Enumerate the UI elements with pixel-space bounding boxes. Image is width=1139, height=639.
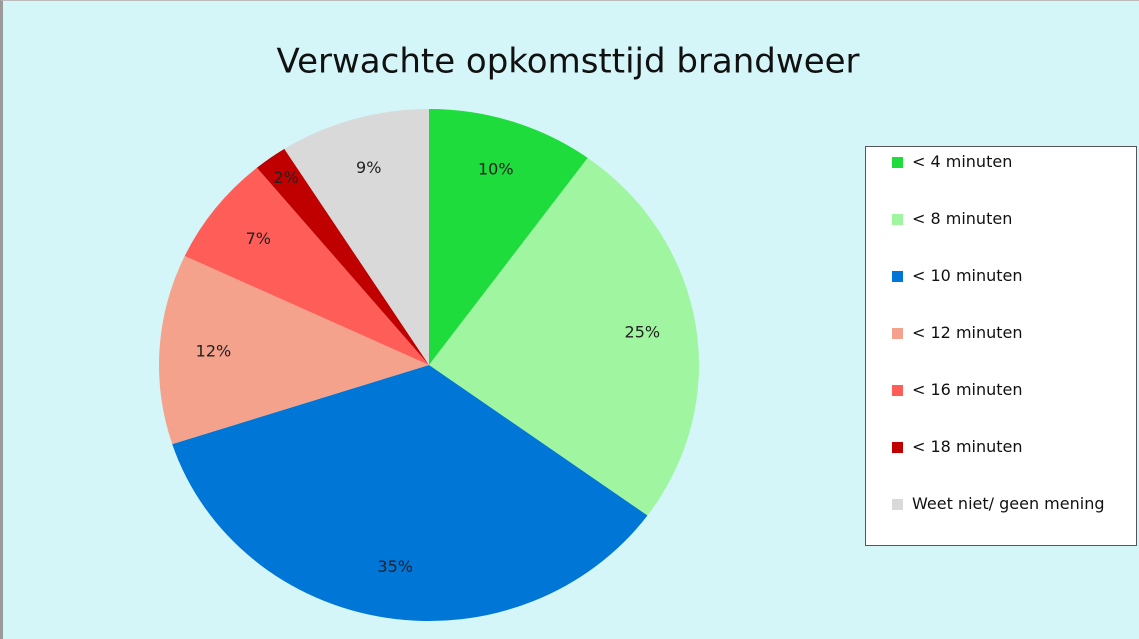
legend-item: < 10 minuten <box>892 265 1112 287</box>
legend: < 4 minuten < 8 minuten < 10 minuten < 12 m… <box>865 146 1137 546</box>
data-label: 35% <box>377 557 413 576</box>
legend-swatch <box>892 271 903 282</box>
legend-label: Weet niet/ geen mening <box>912 494 1105 513</box>
legend-label: < 18 minuten <box>912 437 1023 456</box>
legend-swatch <box>892 442 903 453</box>
pie-slice <box>429 109 588 365</box>
data-label: 7% <box>246 229 271 248</box>
pie-slice <box>159 256 429 445</box>
legend-item: < 12 minuten <box>892 322 1112 344</box>
legend-swatch <box>892 385 903 396</box>
pie-slice <box>256 148 429 365</box>
chart-title: Verwachte opkomsttijd brandweer <box>276 42 859 82</box>
data-label: 12% <box>196 342 232 361</box>
pie-slice <box>184 167 429 365</box>
pie-slice <box>429 157 699 516</box>
legend-label: < 10 minuten <box>912 266 1023 285</box>
legend-swatch <box>892 328 903 339</box>
legend-swatch <box>892 499 903 510</box>
legend-label: < 16 minuten <box>912 380 1023 399</box>
data-label: 9% <box>356 158 381 177</box>
data-label: 25% <box>625 322 661 341</box>
legend-label: < 8 minuten <box>912 209 1013 228</box>
data-label: 2% <box>273 168 298 187</box>
legend-item: Weet niet/ geen mening <box>892 493 1112 515</box>
pie-slice <box>284 109 429 365</box>
legend-item: < 18 minuten <box>892 436 1112 458</box>
legend-swatch <box>892 157 903 168</box>
legend-item: < 16 minuten <box>892 379 1112 401</box>
legend-swatch <box>892 214 903 225</box>
pie-slice <box>172 365 648 621</box>
legend-label: < 12 minuten <box>912 323 1023 342</box>
legend-item: < 8 minuten <box>892 208 1112 230</box>
chart: Verwachte opkomsttijd brandweer 10% 25% 35… <box>159 42 860 621</box>
data-label: 10% <box>478 160 514 179</box>
legend-item: < 4 minuten <box>892 151 1112 173</box>
legend-label: < 4 minuten <box>912 152 1013 171</box>
